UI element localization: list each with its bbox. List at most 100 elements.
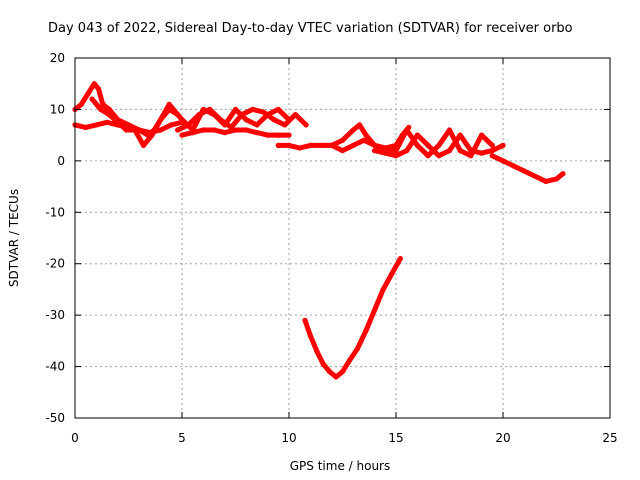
data-point [543, 178, 549, 184]
data-point [320, 361, 326, 367]
data-point [250, 106, 256, 112]
data-point [457, 132, 463, 138]
x-tick-label: 10 [281, 431, 296, 445]
y-tick-label: 20 [50, 51, 65, 65]
data-point [339, 369, 346, 375]
data-point [389, 271, 395, 277]
data-point [357, 122, 363, 128]
data-point [158, 127, 164, 133]
data-point [282, 122, 288, 128]
y-tick-label: -30 [45, 308, 65, 322]
data-point [179, 132, 185, 138]
data-point [232, 127, 239, 133]
data-point [179, 117, 185, 123]
data-point [350, 142, 356, 148]
data-point [104, 119, 110, 125]
data-point [380, 286, 386, 292]
data-point [372, 307, 378, 313]
data-point [446, 148, 453, 154]
data-point [511, 163, 517, 169]
data-point [275, 132, 281, 138]
data-point [207, 106, 213, 112]
y-tick-label: 10 [50, 102, 65, 116]
data-point [123, 127, 129, 133]
data-point [350, 127, 356, 133]
data-point [115, 119, 121, 125]
data-point [166, 101, 172, 107]
data-point [327, 369, 333, 375]
data-point [222, 130, 228, 136]
data-point [307, 333, 313, 339]
data-point [265, 132, 271, 138]
data-point [217, 117, 224, 123]
y-tick-label: -10 [45, 205, 65, 219]
data-point [302, 317, 308, 323]
data-point [140, 142, 147, 148]
data-point [243, 127, 249, 133]
data-point [560, 171, 566, 177]
x-tick-label: 25 [602, 431, 617, 445]
data-point [168, 122, 174, 128]
data-point [89, 96, 95, 102]
grid [75, 58, 610, 418]
data-point [158, 117, 164, 123]
data-point [329, 142, 335, 148]
data-point [393, 153, 399, 159]
data-point [372, 142, 378, 148]
data-point [271, 117, 277, 123]
data-point [228, 124, 234, 130]
y-tick-label: -50 [45, 411, 65, 425]
data-point [468, 153, 474, 159]
data-point [275, 106, 281, 112]
x-tick-label: 20 [495, 431, 510, 445]
data-point [397, 256, 403, 262]
data-point [382, 145, 388, 151]
data-point [372, 148, 378, 154]
data-point [297, 145, 303, 151]
data-point [489, 148, 495, 154]
data-point [286, 132, 292, 138]
data-point [436, 142, 442, 148]
data-point [489, 153, 495, 159]
data-point [185, 122, 191, 128]
data-point [425, 153, 431, 159]
data-point [78, 101, 84, 107]
series-layer [72, 81, 566, 380]
data-point [190, 130, 196, 136]
y-tick-label: 0 [57, 154, 65, 168]
data-point [292, 112, 298, 118]
data-point [346, 358, 352, 364]
data-point [318, 142, 324, 148]
data-point [489, 142, 495, 148]
data-point [93, 122, 99, 128]
data-point [260, 109, 266, 115]
x-tick-label: 15 [388, 431, 403, 445]
data-point [479, 150, 485, 156]
data-point [361, 137, 367, 143]
data-point [339, 148, 346, 154]
data-point [175, 112, 181, 118]
y-tick-label: -20 [45, 257, 65, 271]
data-point [303, 122, 309, 128]
data-point [425, 142, 431, 148]
data-point [414, 142, 420, 148]
y-tick-label: -40 [45, 360, 65, 374]
data-point [211, 127, 217, 133]
data-point [393, 148, 399, 154]
data-point [254, 130, 260, 136]
data-point [83, 124, 89, 130]
data-point [457, 148, 463, 154]
x-axis-label: GPS time / hours [290, 459, 391, 473]
data-point [232, 106, 239, 112]
data-point [132, 127, 138, 133]
series-line-dip-track [302, 256, 403, 380]
data-point [479, 132, 485, 138]
plot-frame [74, 57, 611, 419]
data-point [354, 346, 361, 352]
ticks: 0 5 10 15 20 25 -50 -40 -30 -20 -10 0 10 20 [45, 51, 617, 445]
data-point [196, 112, 202, 118]
data-point [91, 81, 97, 87]
y-axis-label: SDTVAR / TECUs [7, 189, 21, 287]
series-line-late-track-b [393, 127, 495, 159]
